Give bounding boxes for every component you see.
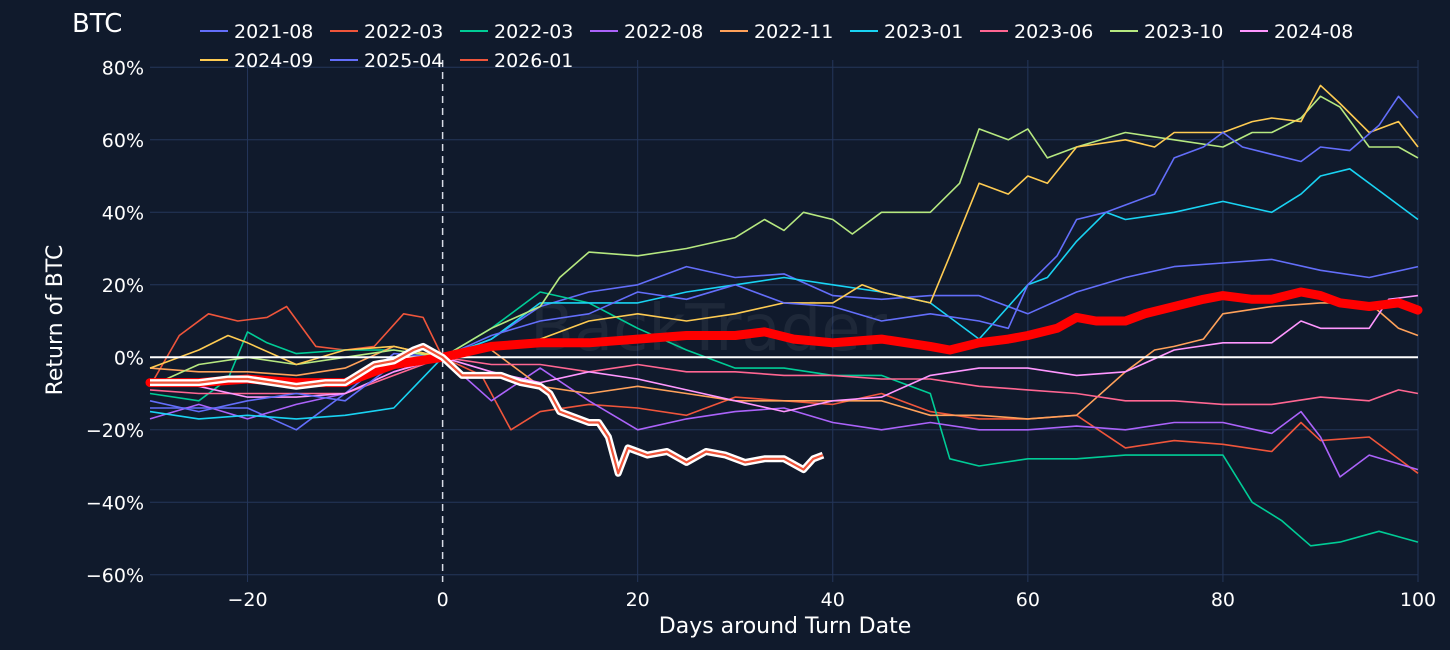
legend-item-2022-03[interactable]: 2022-03 xyxy=(330,21,443,43)
x-tick-label: 20 xyxy=(626,589,650,611)
legend-item-2022-03[interactable]: 2022-03 xyxy=(460,21,573,43)
legend-item-2023-06[interactable]: 2023-06 xyxy=(980,21,1093,43)
legend-item-2026-01[interactable]: 2026-01 xyxy=(460,50,573,72)
series-line-2024-08 xyxy=(149,294,1419,413)
legend-item-2021-08[interactable]: 2021-08 xyxy=(200,21,313,43)
legend-item-2025-04[interactable]: 2025-04 xyxy=(330,50,443,72)
y-tick-label: 40% xyxy=(102,202,144,224)
axis-layer: −60% −40% −20% 0% 20% 40% 60% 80% −20 0 20 40 60 80 10… xyxy=(86,57,1436,611)
watermark: BackTrader xyxy=(530,292,888,366)
y-tick-label: 80% xyxy=(102,57,144,79)
x-axis-title: Days around Turn Date xyxy=(659,614,911,639)
x-tick-label: 100 xyxy=(1400,589,1436,611)
legend-label: 2022-03 xyxy=(364,21,443,43)
series-line-2022-03 xyxy=(149,291,1419,547)
legend-label: 2023-06 xyxy=(1014,21,1093,43)
legend-label: 2023-01 xyxy=(884,21,963,43)
legend-label: 2023-10 xyxy=(1144,21,1223,43)
y-tick-label: −60% xyxy=(86,565,144,587)
legend-item-2022-08[interactable]: 2022-08 xyxy=(590,21,703,43)
average-line xyxy=(145,287,1423,388)
series-layer xyxy=(145,84,1423,547)
legend-item-2022-11[interactable]: 2022-11 xyxy=(720,21,833,43)
legend-item-2023-10[interactable]: 2023-10 xyxy=(1110,21,1223,43)
series-line-2022-11 xyxy=(149,302,1419,420)
x-tick-label: 60 xyxy=(1016,589,1040,611)
y-axis-title: Return of BTC xyxy=(43,245,68,396)
legend[interactable]: 2021-08 2022-03 2022-03 2022-08 2022-11 2023-… xyxy=(200,21,1353,72)
legend-label: 2021-08 xyxy=(234,21,313,43)
legend-label: 2025-04 xyxy=(364,50,443,72)
chart-title: BTC xyxy=(72,9,122,39)
x-tick-label: 0 xyxy=(437,589,449,611)
y-tick-label: 20% xyxy=(102,275,144,297)
x-tick-label: 40 xyxy=(821,589,845,611)
series-line-2022-03 xyxy=(149,305,1419,474)
legend-item-2024-08[interactable]: 2024-08 xyxy=(1240,21,1353,43)
legend-label: 2022-03 xyxy=(494,21,573,43)
legend-item-2023-01[interactable]: 2023-01 xyxy=(850,21,963,43)
legend-label: 2022-11 xyxy=(754,21,833,43)
current-series-line-2026-01 xyxy=(150,345,824,475)
legend-label: 2026-01 xyxy=(494,50,573,72)
x-tick-label: −20 xyxy=(227,589,267,611)
series-line-2024-09 xyxy=(149,84,1419,369)
legend-item-2024-09[interactable]: 2024-09 xyxy=(200,50,313,72)
legend-label: 2024-09 xyxy=(234,50,313,72)
legend-label: 2022-08 xyxy=(624,21,703,43)
y-tick-label: −40% xyxy=(86,492,144,514)
y-tick-label: 0% xyxy=(114,347,144,369)
grid-layer xyxy=(150,60,1419,582)
y-tick-label: −20% xyxy=(86,420,144,442)
series-line-2023-06 xyxy=(149,356,1419,406)
y-tick-label: 60% xyxy=(102,130,144,152)
legend-label: 2024-08 xyxy=(1274,21,1353,43)
x-tick-label: 80 xyxy=(1211,589,1235,611)
